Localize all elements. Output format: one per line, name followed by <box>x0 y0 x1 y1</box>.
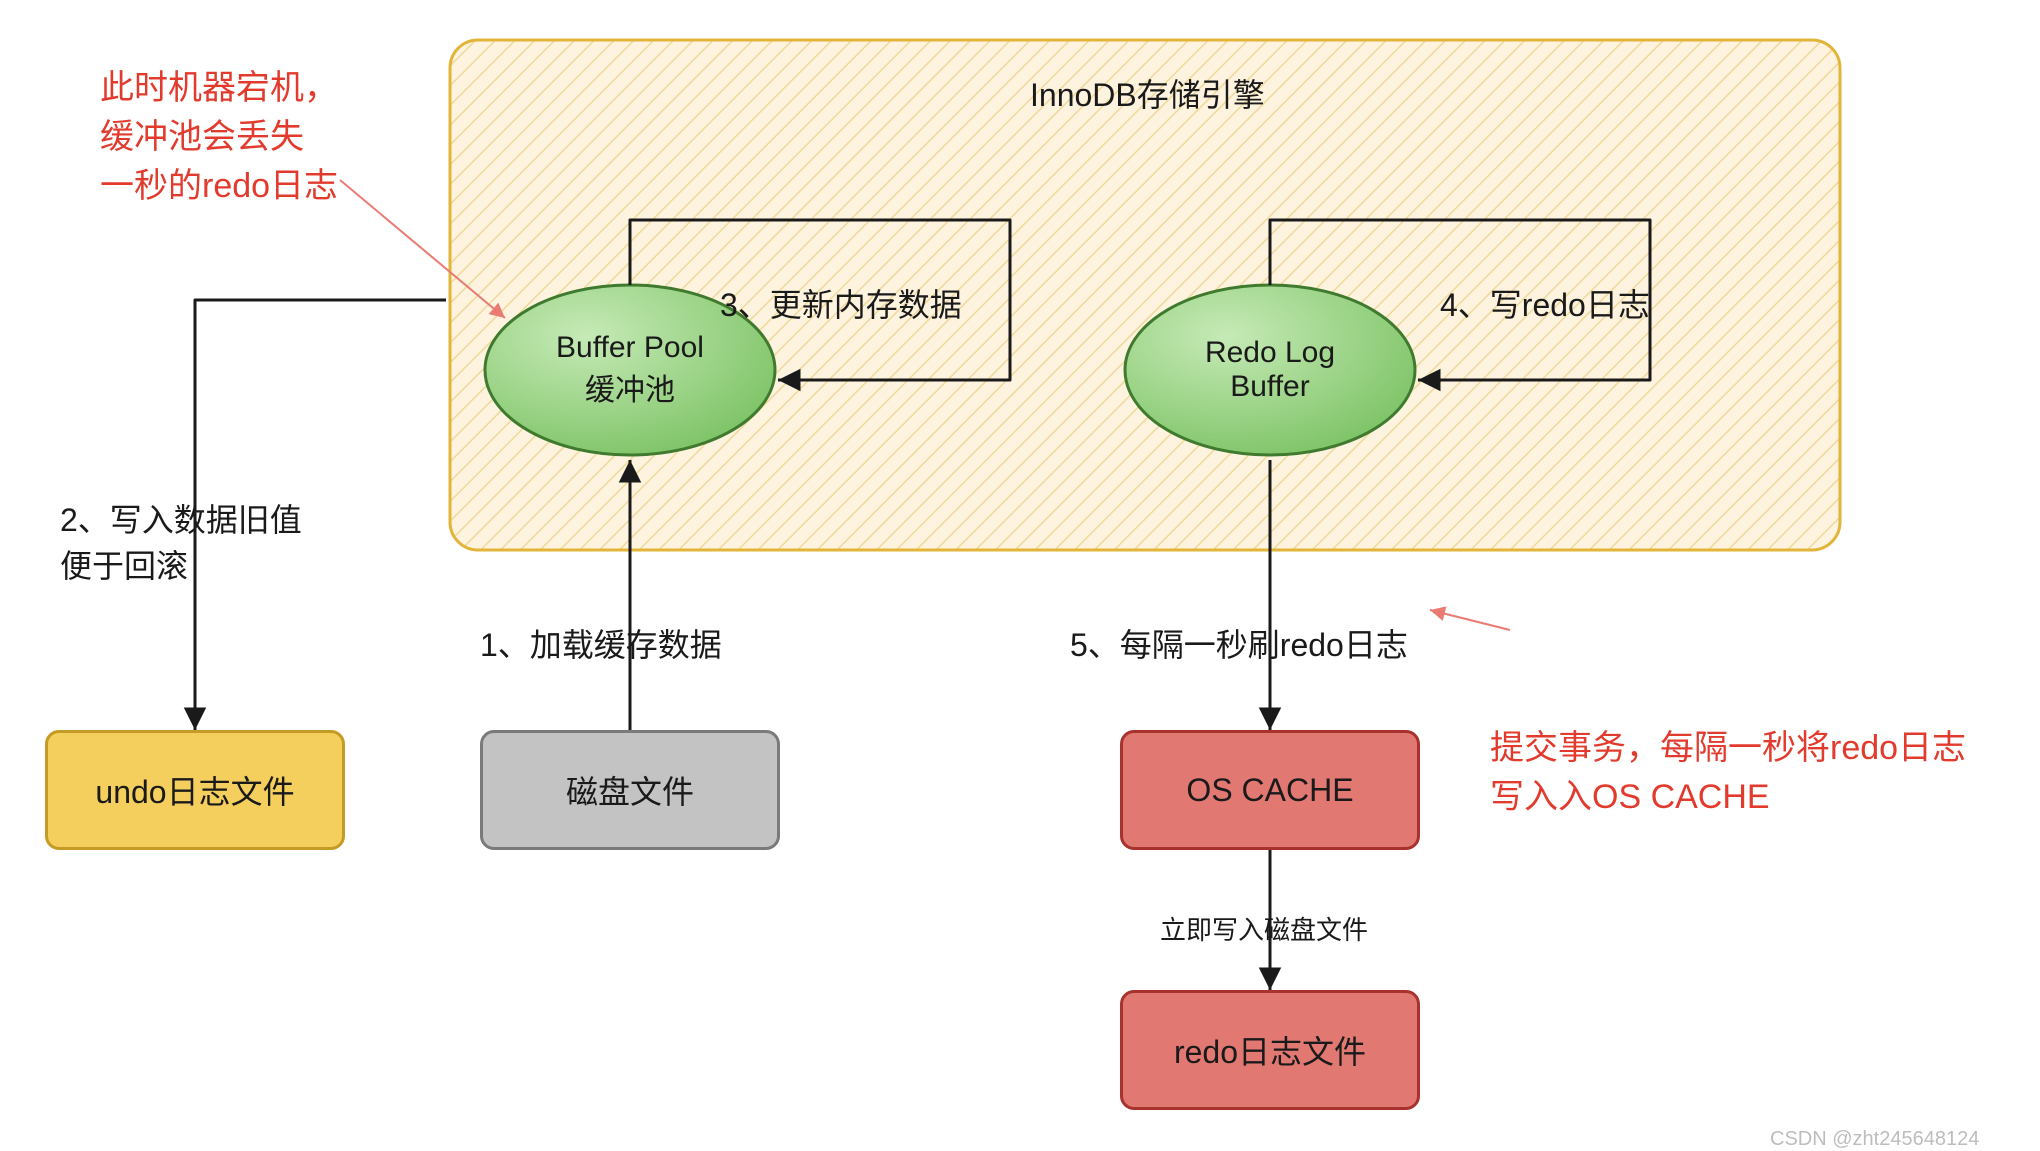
os-cache-label: OS CACHE <box>1186 772 1353 809</box>
crash-annotation: 此时机器宕机， 缓冲池会丢失 一秒的redo日志 <box>100 60 338 207</box>
undo-file-label: undo日志文件 <box>95 767 294 813</box>
innodb-container-title: InnoDB存储引擎 <box>1030 70 1265 116</box>
commit-annotation: 提交事务，每隔一秒将redo日志 写入入OS CACHE <box>1490 720 1966 818</box>
edge-3-label: 3、更新内存数据 <box>720 280 962 326</box>
os-cache-node: OS CACHE <box>1120 730 1420 850</box>
redo-file-label: redo日志文件 <box>1174 1027 1366 1073</box>
buffer-pool-label-2: 缓冲池 <box>585 374 675 407</box>
redo-buffer-node: Redo Log Buffer <box>1125 285 1415 455</box>
watermark-text: CSDN @zht245648124 <box>1770 1128 1979 1151</box>
edge-6-label: 立即写入磁盘文件 <box>1160 910 1368 947</box>
redo-buffer-label-2: Buffer <box>1230 370 1310 403</box>
edge-2-label: 2、写入数据旧值 便于回滚 <box>60 495 302 587</box>
edge-4-label: 4、写redo日志 <box>1440 280 1650 326</box>
edge-1-label: 1、加载缓存数据 <box>480 620 722 666</box>
diagram-stage: InnoDB存储引擎 Buffer Pool 缓冲池 Redo Log Buff… <box>0 0 2040 1150</box>
redo-buffer-label-1: Redo Log <box>1205 336 1335 369</box>
redo-file-node: redo日志文件 <box>1120 990 1420 1110</box>
edge-5-label: 5、每隔一秒刷redo日志 <box>1070 620 1408 666</box>
disk-file-node: 磁盘文件 <box>480 730 780 850</box>
disk-file-label: 磁盘文件 <box>566 767 694 813</box>
buffer-pool-label-1: Buffer Pool <box>556 331 704 364</box>
undo-file-node: undo日志文件 <box>45 730 345 850</box>
